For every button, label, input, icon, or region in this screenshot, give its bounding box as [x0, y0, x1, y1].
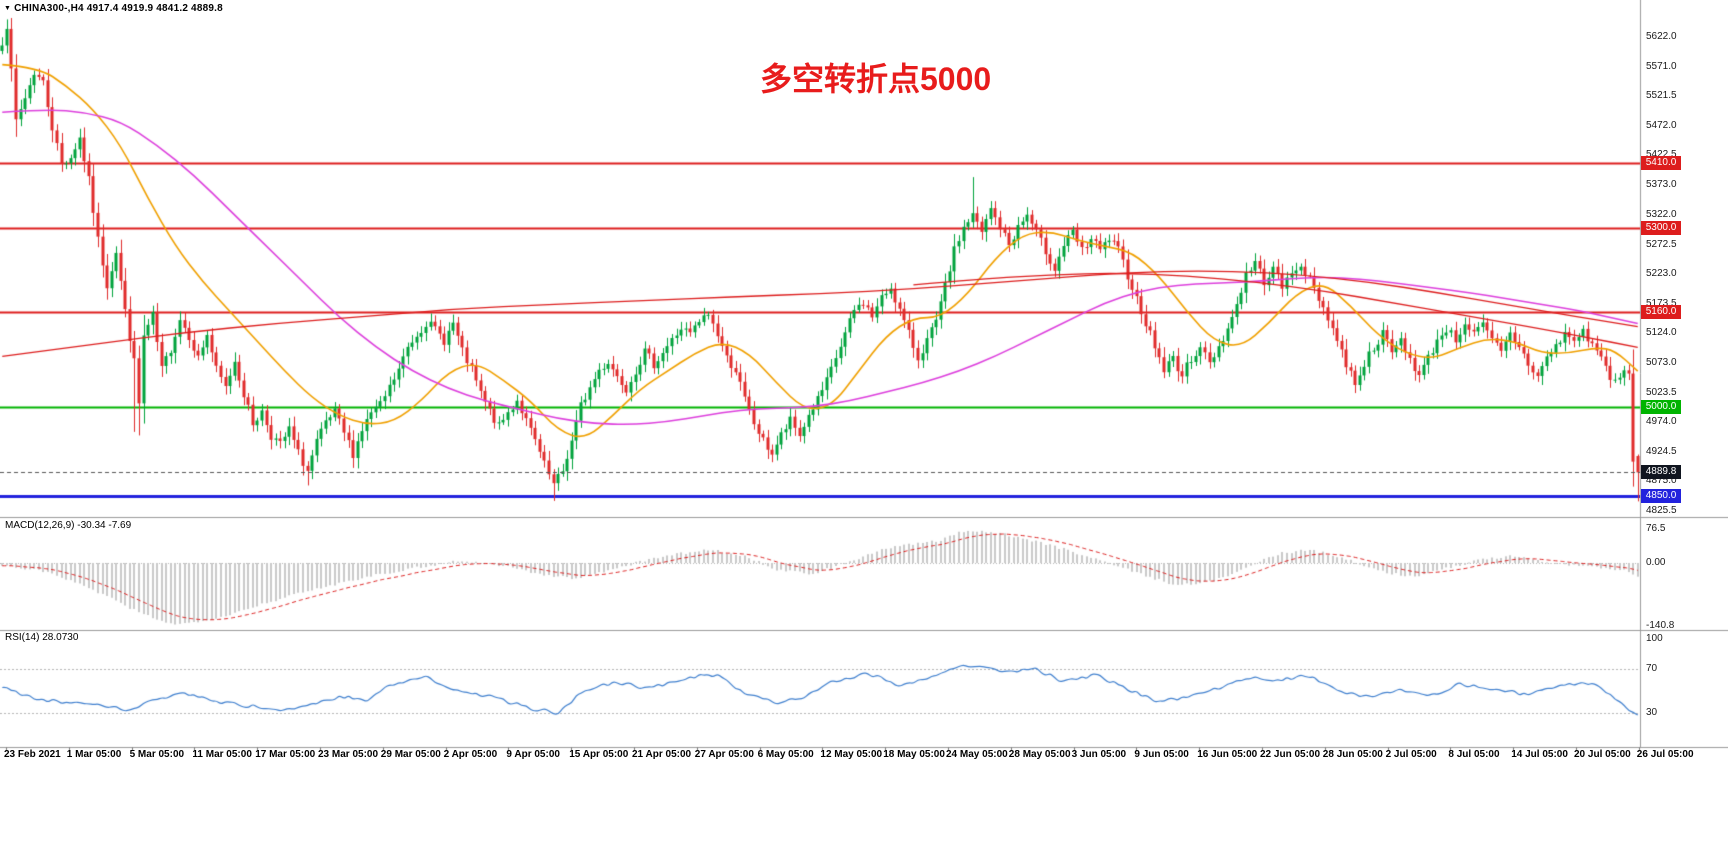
time-label: 28 May 05:00 [1008, 749, 1071, 760]
symbol-marker-icon: ▼ [4, 5, 12, 12]
time-label: 22 Jun 05:00 [1260, 749, 1321, 760]
price-tick: 5521.5 [1646, 90, 1677, 102]
price-badge-5000.0: 5000.0 [1641, 399, 1681, 414]
time-label: 29 Mar 05:00 [380, 749, 441, 760]
price-tick: 4825.5 [1646, 504, 1677, 516]
time-label: 3 Jun 05:00 [1071, 749, 1127, 760]
time-label: 9 Jun 05:00 [1134, 749, 1189, 760]
time-label: 12 May 05:00 [820, 749, 883, 760]
price-tick: 5373.0 [1646, 178, 1677, 190]
price-tick: 5223.0 [1646, 268, 1677, 280]
price-tick: 5472.0 [1646, 119, 1677, 131]
time-label: 2 Apr 05:00 [443, 749, 498, 760]
price-tick: 5124.0 [1646, 327, 1677, 339]
time-label: 14 Jul 05:00 [1511, 749, 1568, 760]
price-tick: 4875.0 [1646, 475, 1677, 487]
time-label: 1 Mar 05:00 [66, 749, 122, 760]
time-label: 2 Jul 05:00 [1385, 749, 1437, 760]
time-label: 5 Mar 05:00 [129, 749, 185, 760]
rsi-tick: 100 [1646, 633, 1663, 644]
rsi-tick: 70 [1646, 663, 1658, 674]
time-label: 23 Mar 05:00 [318, 749, 379, 760]
time-label: 20 Jul 05:00 [1574, 749, 1631, 760]
price-tick: 5622.0 [1646, 30, 1677, 42]
time-label: 18 May 05:00 [883, 749, 945, 760]
price-tick: 5272.5 [1646, 238, 1677, 250]
rsi-tick: 30 [1646, 707, 1658, 718]
time-label: 24 May 05:00 [946, 749, 1008, 760]
chart-annotation[interactable]: 多空转折点5000 [760, 61, 992, 97]
symbol-info: ▼ CHINA300-,H4 4917.4 4919.9 4841.2 4889.… [4, 3, 223, 14]
rsi-label: RSI(14) 28.0730 [5, 632, 79, 643]
macd-label: MACD(12,26,9) -30.34 -7.69 [5, 520, 132, 531]
price-badge-5410.0: 5410.0 [1641, 155, 1681, 170]
time-label: 21 Apr 05:00 [632, 749, 692, 760]
time-label: 8 Jul 05:00 [1448, 749, 1500, 760]
time-label: 15 Apr 05:00 [569, 749, 629, 760]
time-label: 9 Apr 05:00 [506, 749, 560, 760]
price-tick: 5173.5 [1646, 297, 1677, 309]
price-tick: 5322.0 [1646, 209, 1677, 221]
time-label: 11 Mar 05:00 [192, 749, 252, 760]
price-tick: 5023.5 [1646, 386, 1677, 398]
price-badge-4850.0: 4850.0 [1641, 489, 1681, 504]
time-label: 26 Jul 05:00 [1636, 749, 1694, 760]
price-tick: 4924.5 [1646, 445, 1677, 457]
price-badge-5160.0: 5160.0 [1641, 304, 1681, 319]
time-label: 27 Apr 05:00 [694, 749, 754, 760]
time-label: 23 Feb 2021 [4, 749, 61, 760]
time-label: 28 Jun 05:00 [1322, 749, 1383, 760]
time-label: 17 Mar 05:00 [255, 749, 316, 760]
symbol-text: CHINA300-,H4 4917.4 4919.9 4841.2 4889.8 [14, 3, 223, 14]
macd-tick: 0.00 [1646, 557, 1666, 568]
price-tick: 5571.0 [1646, 61, 1677, 73]
macd-tick: 76.5 [1646, 522, 1666, 534]
time-label: 6 May 05:00 [757, 749, 814, 760]
price-tick: 5422.5 [1646, 149, 1677, 161]
price-badge-5300.0: 5300.0 [1641, 221, 1681, 236]
time-label: 16 Jun 05:00 [1197, 749, 1258, 760]
price-badge-4889.8: 4889.8 [1641, 465, 1681, 480]
price-tick: 5073.0 [1646, 357, 1677, 369]
macd-tick: -140.8 [1646, 620, 1675, 632]
price-tick: 4974.0 [1646, 416, 1677, 428]
